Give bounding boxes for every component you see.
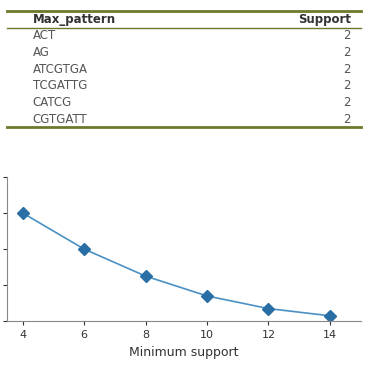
X-axis label: Minimum support: Minimum support [129,346,239,359]
